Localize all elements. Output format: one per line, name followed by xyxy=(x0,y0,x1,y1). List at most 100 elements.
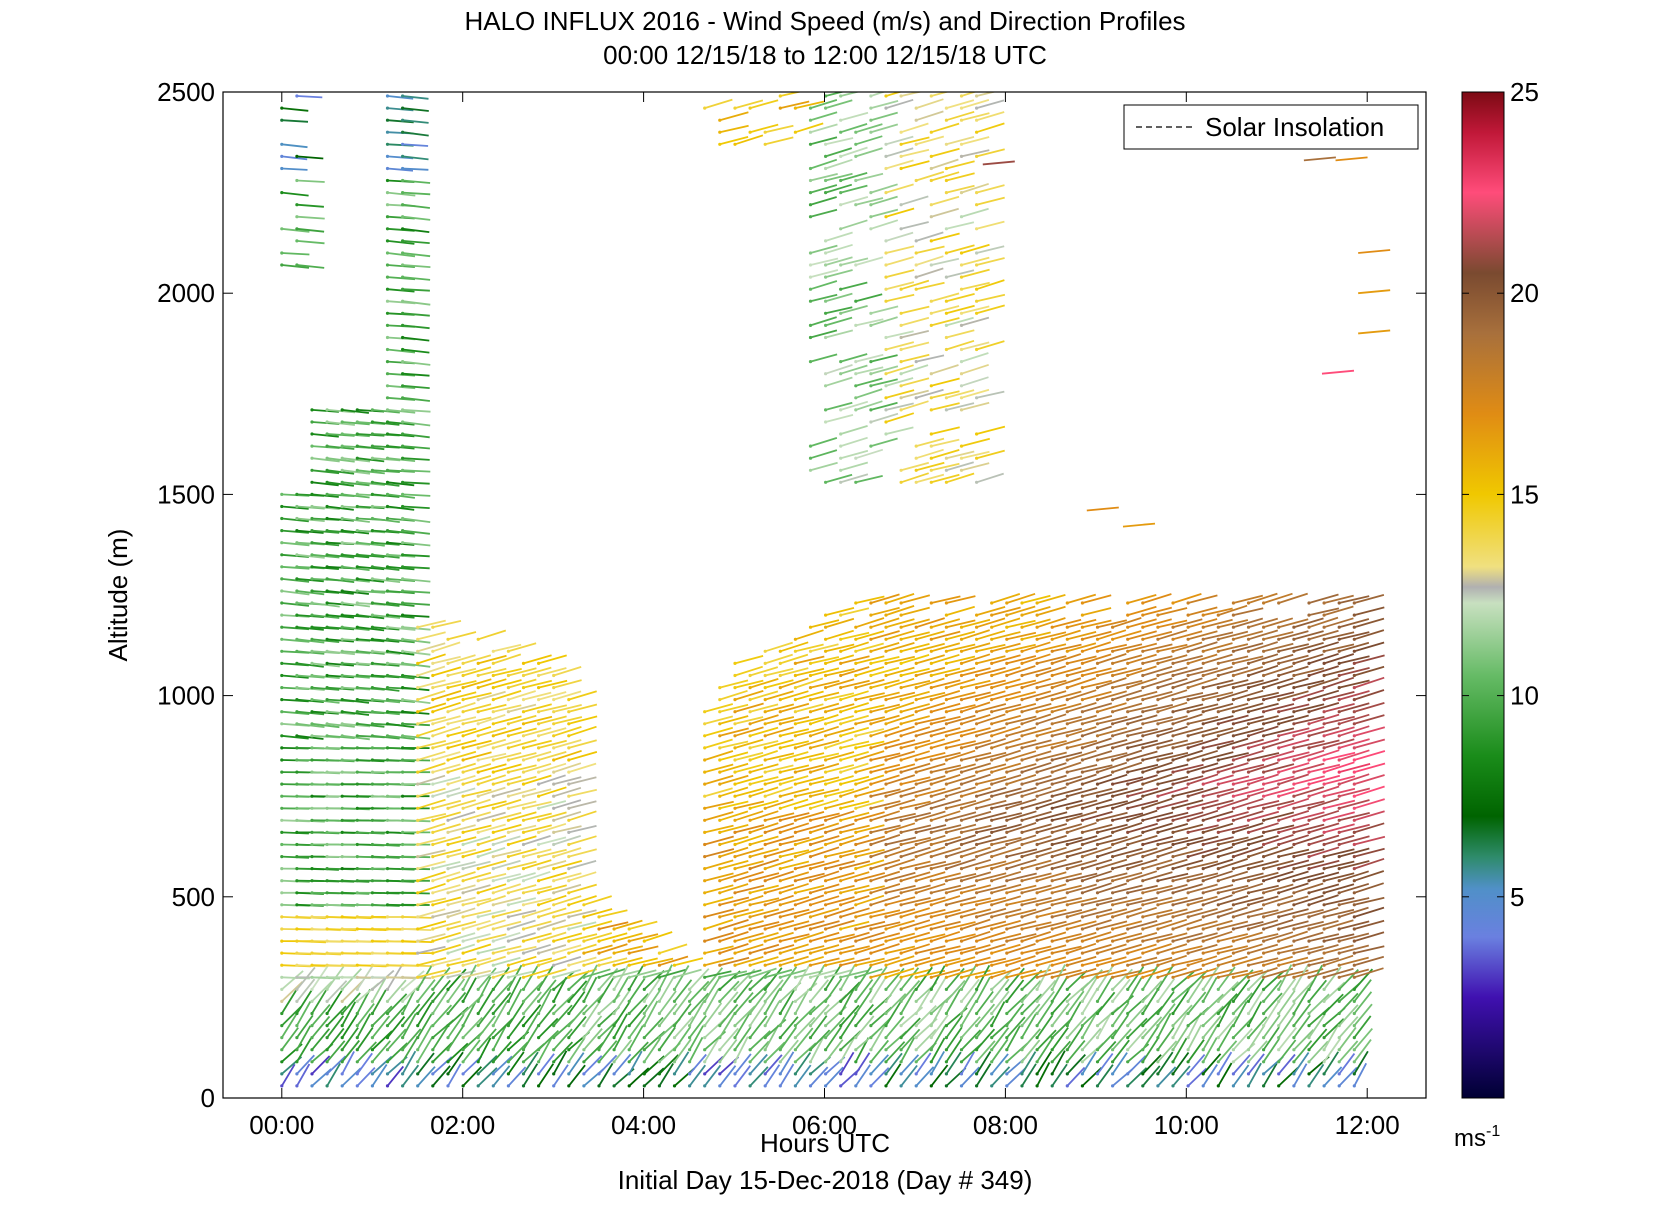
wind-arrow-head xyxy=(899,782,903,786)
wind-arrow-head xyxy=(808,1036,813,1040)
wind-arrow xyxy=(1157,965,1174,990)
wind-arrow-head xyxy=(914,758,918,762)
wind-arrow xyxy=(462,763,492,773)
wind-arrow-head xyxy=(1020,649,1024,653)
wind-arrow xyxy=(795,667,825,677)
wind-arrow-head xyxy=(703,1072,707,1076)
wind-arrow-head xyxy=(1080,830,1084,835)
wind-arrow xyxy=(749,967,777,979)
wind-arrow-head xyxy=(778,855,782,859)
wind-arrow-head xyxy=(1065,649,1069,653)
wind-arrow-head xyxy=(401,637,405,641)
wind-arrow-head xyxy=(1065,939,1069,943)
wind-arrow xyxy=(1021,906,1052,918)
wind-arrow xyxy=(991,774,1022,785)
wind-arrow-head xyxy=(869,915,873,919)
wind-arrow-head xyxy=(355,698,359,702)
wind-arrow-head xyxy=(854,794,858,798)
wind-arrow-head xyxy=(642,1084,646,1088)
wind-arrow-head xyxy=(310,842,314,847)
wind-arrow-head xyxy=(808,686,813,690)
wind-arrow-head xyxy=(476,782,480,786)
wind-arrow xyxy=(1142,822,1173,834)
wind-arrow xyxy=(840,425,868,435)
wind-arrow xyxy=(462,666,492,677)
wind-arrow-head xyxy=(385,987,390,992)
wind-arrow xyxy=(1127,739,1159,749)
wind-arrow-head xyxy=(778,649,782,653)
wind-arrow xyxy=(931,751,961,761)
wind-arrow xyxy=(387,95,414,100)
wind-arrow xyxy=(824,978,843,1002)
wind-arrow-head xyxy=(325,444,329,448)
wind-arrow-head xyxy=(385,637,390,641)
wind-arrow xyxy=(945,1038,963,1063)
wind-arrow-head xyxy=(763,758,767,762)
wind-arrow-head xyxy=(959,710,964,714)
wind-arrow xyxy=(311,505,340,510)
wind-arrow xyxy=(900,1017,921,1039)
wind-arrow xyxy=(945,1051,962,1075)
wind-arrow xyxy=(870,834,901,846)
wind-arrow-head xyxy=(763,1084,767,1088)
wind-arrow-head xyxy=(959,722,964,726)
wind-arrow-head xyxy=(808,1024,813,1028)
wind-arrow-head xyxy=(446,794,450,798)
wind-arrow-head xyxy=(854,891,858,895)
wind-arrow xyxy=(401,1050,417,1075)
wind-arrow xyxy=(734,979,753,1002)
wind-arrow-head xyxy=(990,770,994,774)
wind-arrow-head xyxy=(824,806,828,810)
wind-arrow-head xyxy=(401,1036,405,1040)
wind-arrow xyxy=(749,908,780,918)
wind-arrow-head xyxy=(461,951,465,955)
wind-arrow xyxy=(749,835,779,846)
wind-arrow-head xyxy=(416,927,420,931)
wind-arrow-head xyxy=(672,1060,677,1064)
wind-arrow-head xyxy=(521,818,526,822)
wind-arrow-head xyxy=(461,987,465,992)
wind-arrow-head xyxy=(310,951,314,955)
wind-arrow xyxy=(976,811,1007,822)
wind-arrow xyxy=(553,835,581,846)
wind-arrow xyxy=(402,493,431,497)
wind-arrow-head xyxy=(295,661,299,666)
wind-arrow-head xyxy=(597,1084,601,1088)
wind-arrow-head xyxy=(718,903,722,907)
wind-arrow xyxy=(417,1066,436,1087)
wind-arrow xyxy=(855,147,883,158)
wind-arrow-head xyxy=(567,1084,571,1088)
wind-arrow xyxy=(900,377,930,387)
wind-arrow xyxy=(1006,848,1038,858)
wind-arrow-head xyxy=(688,987,692,992)
wind-arrow-head xyxy=(1020,818,1024,822)
wind-arrow xyxy=(885,884,916,894)
wind-arrow xyxy=(795,727,825,737)
wind-arrow-head xyxy=(808,251,813,255)
wind-arrow-head xyxy=(446,722,450,726)
wind-arrow xyxy=(991,666,1021,677)
wind-arrow xyxy=(1036,690,1067,701)
wind-arrow xyxy=(931,895,961,906)
wind-arrow xyxy=(764,847,795,858)
wind-arrow xyxy=(281,517,309,523)
wind-arrow-head xyxy=(416,867,420,871)
wind-arrow-head xyxy=(763,142,767,146)
wind-arrow xyxy=(961,834,992,846)
wind-arrow xyxy=(946,293,975,303)
wind-arrow xyxy=(734,99,764,109)
wind-arrow-head xyxy=(748,842,752,847)
wind-arrow-head xyxy=(385,867,390,871)
wind-arrow-head xyxy=(869,842,873,847)
wind-arrow xyxy=(915,677,945,689)
wind-arrow-head xyxy=(1005,722,1009,726)
wind-arrow xyxy=(402,179,431,184)
wind-arrow-head xyxy=(929,770,933,774)
wind-arrow-head xyxy=(824,939,828,943)
wind-arrow-head xyxy=(597,1048,601,1052)
wind-arrow xyxy=(432,884,461,894)
wind-arrow-head xyxy=(703,975,707,979)
wind-arrow-head xyxy=(884,1072,888,1076)
wind-arrow-head xyxy=(1156,975,1160,979)
wind-arrow-head xyxy=(340,1060,344,1064)
